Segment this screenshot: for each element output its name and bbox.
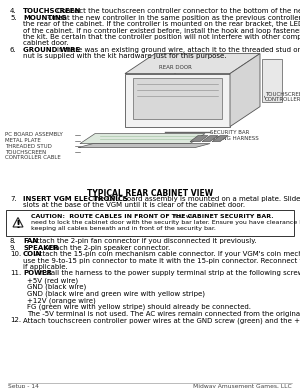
Text: COIN: COIN xyxy=(23,251,43,257)
Text: CAUTION:  ROUTE CABLES IN FRONT OF THE CABINET SECURITY BAR.: CAUTION: ROUTE CABLES IN FRONT OF THE CA… xyxy=(31,214,274,219)
Polygon shape xyxy=(262,59,282,102)
Polygon shape xyxy=(80,133,205,144)
Text: !: ! xyxy=(15,220,21,230)
Polygon shape xyxy=(13,218,23,227)
Text: 8.: 8. xyxy=(10,238,17,244)
Text: +12V (orange wire): +12V (orange wire) xyxy=(27,297,96,304)
Text: slots at the base of the VGM until it is clear of the cabinet door.: slots at the base of the VGM until it is… xyxy=(23,202,245,208)
Polygon shape xyxy=(133,78,222,119)
Text: SECURITY BAR: SECURITY BAR xyxy=(210,130,249,135)
Text: GND (black wire): GND (black wire) xyxy=(27,284,86,290)
Text: Setup - 14: Setup - 14 xyxy=(8,384,39,388)
Text: the kit. Be certain that the controller position will not interfere with other c: the kit. Be certain that the controller … xyxy=(23,34,300,40)
Polygon shape xyxy=(78,144,210,147)
Text: 4.: 4. xyxy=(10,8,16,14)
Text: FAN: FAN xyxy=(23,238,38,244)
Text: the rear of the cabinet. If the controller is mounted on the rear bracket, the L: the rear of the cabinet. If the controll… xyxy=(23,21,300,28)
Text: MOUNTING: MOUNTING xyxy=(23,15,67,21)
Text: 5.: 5. xyxy=(10,15,16,21)
Text: PC BOARD ASSEMBLY: PC BOARD ASSEMBLY xyxy=(5,132,63,137)
Text: WIRING HARNESS: WIRING HARNESS xyxy=(210,135,259,140)
Text: METAL PLATE: METAL PLATE xyxy=(5,138,41,143)
Text: need to lock the cabinet door with the security bar later. Ensure you have clear: need to lock the cabinet door with the s… xyxy=(31,220,300,225)
Text: Midway Amusement Games, LLC: Midway Amusement Games, LLC xyxy=(194,384,292,388)
Text: of the cabinet. If no controller existed before, install the hook and loop faste: of the cabinet. If no controller existed… xyxy=(23,28,300,34)
Polygon shape xyxy=(125,74,230,126)
Text: cabinet door.: cabinet door. xyxy=(23,40,69,46)
Text: 10.: 10. xyxy=(10,251,21,257)
Text: GND (black wire and green wire with yellow stripe): GND (black wire and green wire with yell… xyxy=(27,291,205,297)
Text: If there was an existing ground wire, attach it to the threaded stud on the meta: If there was an existing ground wire, at… xyxy=(57,47,300,53)
Text: Connect the touchscreen controller connector to the bottom of the new controller: Connect the touchscreen controller conne… xyxy=(57,8,300,14)
Polygon shape xyxy=(125,54,260,74)
Text: TOUCHSCREEN: TOUCHSCREEN xyxy=(23,8,81,14)
Text: THREADED STUD: THREADED STUD xyxy=(5,144,52,149)
Text: TOUCHSCREEN
CONTROLLER CABLE: TOUCHSCREEN CONTROLLER CABLE xyxy=(5,150,61,160)
Text: +5V (red wire): +5V (red wire) xyxy=(27,277,78,284)
Text: nut is supplied with the kit hardware just for this purpose.: nut is supplied with the kit hardware ju… xyxy=(23,54,226,59)
Text: 7.: 7. xyxy=(10,196,17,202)
Text: 12.: 12. xyxy=(10,317,21,324)
Text: 9.: 9. xyxy=(10,245,17,251)
Text: 6.: 6. xyxy=(10,47,17,53)
Text: The CPU board assembly is mounted on a metal plate. Slide the plate into the: The CPU board assembly is mounted on a m… xyxy=(91,196,300,202)
Polygon shape xyxy=(202,135,218,142)
Text: SPEAKER: SPEAKER xyxy=(23,245,59,251)
Text: Install the harness to the power supply terminal strip at the following screws:: Install the harness to the power supply … xyxy=(38,270,300,277)
Text: INSERT VGM ELECTRONICS: INSERT VGM ELECTRONICS xyxy=(23,196,128,202)
Text: if applicable.: if applicable. xyxy=(23,264,68,270)
Polygon shape xyxy=(230,54,260,126)
Text: GROUND WIRE: GROUND WIRE xyxy=(23,47,80,53)
Text: Attach the 2-pin speaker connector.: Attach the 2-pin speaker connector. xyxy=(45,245,170,251)
Text: use the 9-to-15 pin connector to mate it with the 15-pin connector. Reconnect th: use the 9-to-15 pin connector to mate it… xyxy=(23,258,300,263)
Text: keeping all cables beneath and in front of the security bar.: keeping all cables beneath and in front … xyxy=(31,226,216,231)
Text: 11.: 11. xyxy=(10,270,21,277)
FancyBboxPatch shape xyxy=(6,210,294,236)
Text: You will: You will xyxy=(171,214,197,219)
Text: Attach the 15-pin coin mechanism cable connector. If your VGM's coin mechanism h: Attach the 15-pin coin mechanism cable c… xyxy=(35,251,300,257)
Text: TYPICAL REAR CABINET VIEW: TYPICAL REAR CABINET VIEW xyxy=(87,189,213,197)
Text: TOUCHSCREEN
CONTROLLER: TOUCHSCREEN CONTROLLER xyxy=(265,92,300,102)
Polygon shape xyxy=(212,135,228,142)
Polygon shape xyxy=(190,135,208,142)
Text: REAR DOOR: REAR DOOR xyxy=(159,64,191,69)
Text: Orient the new controller in the same position as the previous controller so tha: Orient the new controller in the same po… xyxy=(48,15,300,21)
Text: The -5V terminal is not used. The AC wires remain connected from the original eq: The -5V terminal is not used. The AC wir… xyxy=(27,311,300,317)
Text: POWER: POWER xyxy=(23,270,52,277)
Text: Attach the 2-pin fan connector if you disconnected it previously.: Attach the 2-pin fan connector if you di… xyxy=(32,238,257,244)
Text: FG (green wire with yellow stripe) should already be connected.: FG (green wire with yellow stripe) shoul… xyxy=(27,304,251,310)
Text: Attach touchscreen controller power wires at the GND screw (green) and the +12V : Attach touchscreen controller power wire… xyxy=(23,317,300,324)
